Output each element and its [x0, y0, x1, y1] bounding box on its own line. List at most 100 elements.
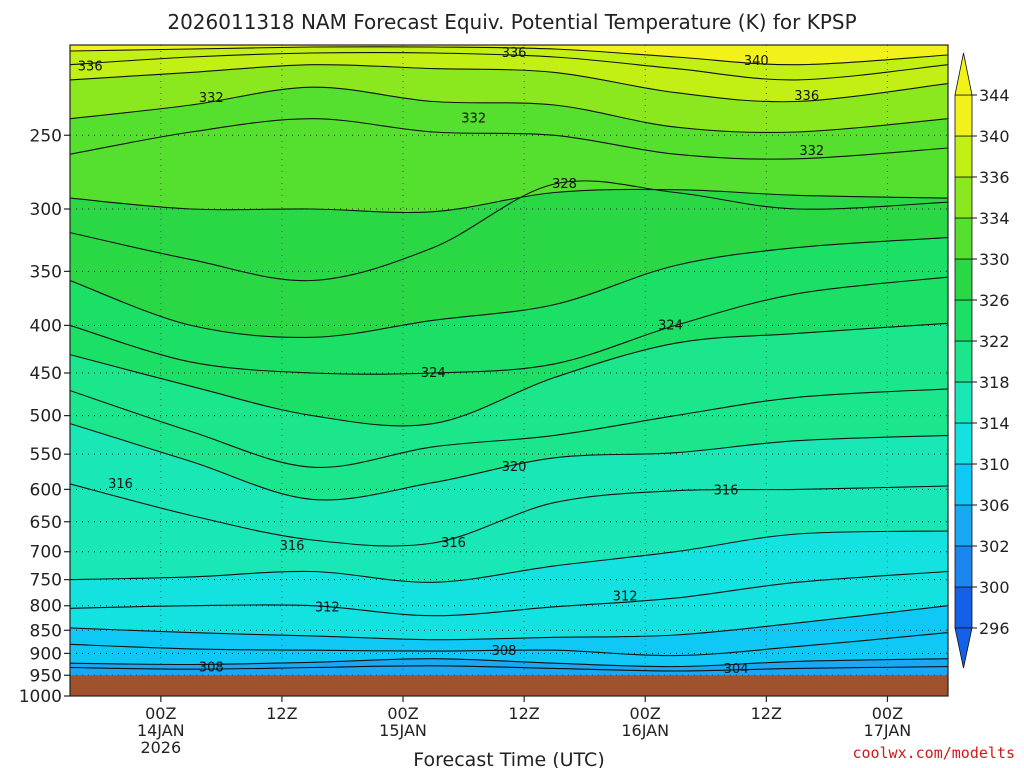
contour-326	[70, 237, 948, 338]
contour-306	[70, 658, 948, 668]
credit-text: coolwx.com/modelts	[852, 744, 1015, 762]
x-axis-label: Forecast Time (UTC)	[413, 749, 604, 768]
contour-label: 312	[315, 600, 340, 615]
plot-frame	[69, 44, 949, 697]
contour-318	[70, 423, 948, 501]
y-tick-label: 1000	[19, 687, 62, 707]
contour-label: 320	[502, 460, 527, 475]
y-tick-label: 500	[30, 407, 62, 427]
y-tick-label: 950	[30, 666, 62, 686]
x-tick-label: 2026	[140, 738, 181, 757]
colorbar-segment	[954, 463, 973, 506]
contour-label: 340	[744, 54, 769, 69]
x-tick-label: 17JAN	[864, 721, 912, 740]
contour-label: 328	[552, 177, 577, 192]
theta-e-field	[70, 45, 948, 671]
colorbar-segment	[954, 381, 973, 424]
colorbar-label: 326	[979, 291, 1010, 310]
contour-324	[70, 276, 948, 375]
y-tick-label: 650	[30, 513, 62, 533]
y-tick-label: 350	[30, 262, 62, 282]
contour-304	[70, 665, 948, 672]
contour-label: 332	[799, 144, 824, 159]
colorbar-label: 310	[979, 455, 1010, 474]
y-tick-label: 800	[30, 597, 62, 617]
colorbar-label: 300	[979, 578, 1010, 597]
colorbar-label: 306	[979, 496, 1010, 515]
contour-310	[70, 605, 948, 641]
x-tick-label: 00Z	[630, 704, 661, 723]
contour-320	[70, 388, 948, 468]
y-tick-label: 750	[30, 571, 62, 591]
y-tick-label: 300	[30, 200, 62, 220]
y-tick-label: 400	[30, 316, 62, 336]
chart-title: 2026011318 NAM Forecast Equiv. Potential…	[167, 10, 856, 34]
y-tick-label: 900	[30, 644, 62, 664]
contour-336	[70, 64, 948, 103]
colorbar-min-arrow	[954, 627, 973, 669]
colorbar-label: 330	[979, 250, 1010, 269]
colorbar-label: 336	[979, 168, 1010, 187]
contour-label: 332	[199, 91, 224, 106]
contour-label: 324	[421, 366, 446, 381]
colorbar-label: 302	[979, 537, 1010, 556]
contour-label: 312	[613, 590, 638, 605]
y-tick-label: 250	[30, 126, 62, 146]
x-tick-label: 00Z	[387, 704, 418, 723]
colorbar-segment	[954, 217, 973, 260]
colorbar-label: 340	[979, 127, 1010, 146]
colorbar-segment	[954, 299, 973, 342]
colorbar-segment	[954, 176, 973, 219]
contour-340	[70, 46, 948, 66]
colorbar-label: 314	[979, 414, 1010, 433]
colorbar-label: 322	[979, 332, 1010, 351]
contour-label: 316	[280, 539, 305, 554]
pressure-axis: 250 300 350 400 450 500 550 600 650 700 750 800 850 9…	[19, 126, 70, 707]
contour-label: 332	[461, 112, 486, 127]
contour-label: 308	[492, 644, 517, 659]
x-tick-label: 00Z	[145, 704, 176, 723]
x-tick-label: 15JAN	[379, 721, 427, 740]
colorbar-segment	[954, 504, 973, 547]
colorbar-segment	[954, 94, 973, 137]
colorbar-segment	[954, 135, 973, 178]
contour-label: 336	[794, 89, 819, 104]
x-tick-label: 12Z	[751, 704, 782, 723]
colorbar-max-arrow	[954, 52, 973, 96]
contour-lines	[70, 46, 948, 672]
contour-330	[70, 188, 948, 214]
contour-label: 304	[724, 662, 749, 677]
theta-band-340	[70, 45, 948, 65]
contour-312	[70, 570, 948, 617]
contour-334	[70, 86, 948, 134]
below-ground-mask	[70, 675, 948, 696]
contour-338	[70, 52, 948, 81]
contour-label: 316	[714, 484, 739, 499]
colorbar-label: 318	[979, 373, 1010, 392]
colorbar-segment	[954, 340, 973, 383]
contour-label: 316	[441, 536, 466, 551]
contour-labels: 336 336 340 336 332 332 332 328 324 324 320 316 316 3…	[78, 46, 824, 677]
colorbar-label: 296	[979, 619, 1010, 638]
y-tick-label: 700	[30, 543, 62, 563]
y-tick-label: 850	[30, 621, 62, 641]
y-tick-label: 550	[30, 445, 62, 465]
colorbar-segment	[954, 422, 973, 465]
contour-332	[70, 118, 948, 160]
contour-label: 336	[78, 60, 103, 75]
x-tick-label: 16JAN	[621, 721, 669, 740]
colorbar-segment	[954, 545, 973, 588]
x-tick-label: 14JAN	[137, 721, 185, 740]
contour-label: 324	[658, 318, 683, 333]
colorbar-segment	[954, 586, 973, 629]
x-tick-label: 12Z	[266, 704, 297, 723]
x-tick-label: 00Z	[872, 704, 903, 723]
gridlines	[70, 45, 948, 696]
y-tick-label: 450	[30, 364, 62, 384]
contour-label: 308	[199, 661, 224, 676]
contour-label: 316	[108, 477, 133, 492]
contour-label: 336	[502, 46, 527, 61]
contour-322	[70, 322, 948, 427]
